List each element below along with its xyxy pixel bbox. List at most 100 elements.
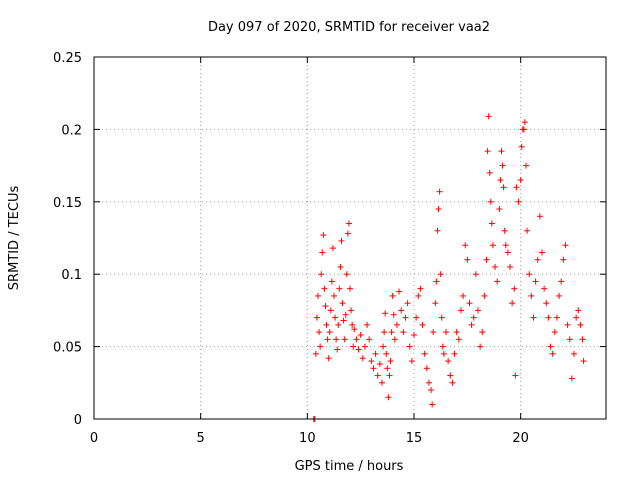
data-point	[487, 198, 494, 205]
data-point	[443, 329, 449, 336]
data-point	[338, 237, 345, 244]
data-point	[433, 278, 440, 285]
data-point	[313, 314, 320, 321]
y-axis-label: SRMTID / TECUs	[7, 186, 22, 291]
data-point	[340, 317, 347, 324]
data-point	[560, 256, 567, 263]
data-point	[477, 343, 484, 350]
data-point	[437, 271, 444, 278]
data-point	[498, 148, 505, 155]
data-point	[558, 278, 565, 285]
data-point	[543, 300, 550, 307]
data-point	[479, 329, 486, 336]
data-point	[337, 263, 344, 270]
data-point	[472, 271, 479, 278]
data-point	[322, 303, 329, 310]
data-point	[406, 343, 413, 350]
data-point	[402, 314, 409, 321]
data-point	[475, 307, 481, 314]
data-point	[328, 278, 335, 285]
data-point	[315, 292, 321, 299]
data-point	[460, 292, 467, 299]
data-point	[488, 220, 495, 227]
data-point	[318, 271, 325, 278]
x-axis-label: GPS time / hours	[295, 459, 404, 474]
data-point	[502, 242, 509, 249]
data-point	[429, 401, 436, 408]
data-point	[520, 126, 527, 133]
data-point	[383, 350, 390, 357]
data-point	[517, 177, 524, 184]
data-point	[483, 256, 490, 263]
data-point	[331, 292, 337, 299]
data-point	[329, 245, 336, 252]
data-point	[396, 288, 403, 295]
data-point	[470, 314, 477, 321]
data-point	[408, 358, 415, 365]
data-point	[400, 329, 407, 336]
y-tick-label: 0.1	[61, 268, 82, 283]
data-point	[439, 343, 446, 350]
data-point	[434, 227, 441, 234]
data-point	[421, 350, 428, 357]
data-point	[447, 372, 454, 379]
data-point	[417, 285, 424, 292]
data-point	[577, 321, 584, 328]
data-point	[549, 350, 556, 357]
data-point	[388, 329, 395, 336]
data-point	[497, 177, 504, 184]
data-point	[436, 188, 443, 195]
data-point	[404, 300, 411, 307]
data-point	[464, 256, 471, 263]
data-point	[324, 336, 331, 343]
data-point	[524, 227, 531, 234]
data-point	[361, 343, 368, 350]
data-point	[494, 278, 501, 285]
data-point	[370, 365, 377, 372]
data-point	[571, 350, 577, 357]
data-point	[355, 346, 362, 353]
data-point	[512, 372, 519, 379]
data-point	[317, 343, 324, 350]
data-point	[551, 329, 558, 336]
data-point	[501, 227, 508, 234]
data-point	[425, 379, 432, 386]
y-tick-label: 0.05	[53, 341, 82, 356]
y-tick-label: 0.25	[53, 51, 82, 66]
data-point	[455, 336, 462, 343]
data-point	[481, 292, 488, 299]
data-point	[486, 169, 493, 176]
data-point	[428, 387, 435, 394]
data-point	[419, 321, 426, 328]
data-point	[573, 314, 580, 321]
data-point	[496, 206, 503, 213]
data-point	[453, 329, 460, 336]
data-point	[348, 307, 355, 314]
data-point	[379, 379, 385, 386]
data-point	[526, 271, 533, 278]
data-point	[335, 321, 342, 328]
data-point	[547, 343, 554, 350]
data-point	[385, 394, 392, 401]
data-point	[536, 213, 543, 220]
data-point	[390, 311, 397, 318]
data-point	[380, 343, 387, 350]
data-point	[504, 249, 511, 256]
data-point	[326, 329, 333, 336]
x-tick-label: 20	[512, 431, 529, 446]
data-point	[438, 314, 445, 321]
data-point	[349, 321, 356, 328]
data-point	[319, 249, 326, 256]
data-point	[343, 271, 350, 278]
data-point	[333, 336, 340, 343]
data-point	[451, 350, 458, 357]
x-tick-label: 0	[90, 431, 98, 446]
data-point	[523, 162, 529, 169]
data-point	[368, 358, 375, 365]
x-tick-label: 15	[406, 431, 423, 446]
data-point	[579, 336, 586, 343]
chart-title: Day 097 of 2020, SRMTID for receiver vaa…	[208, 20, 490, 35]
data-point	[372, 350, 379, 357]
data-point	[320, 232, 327, 239]
